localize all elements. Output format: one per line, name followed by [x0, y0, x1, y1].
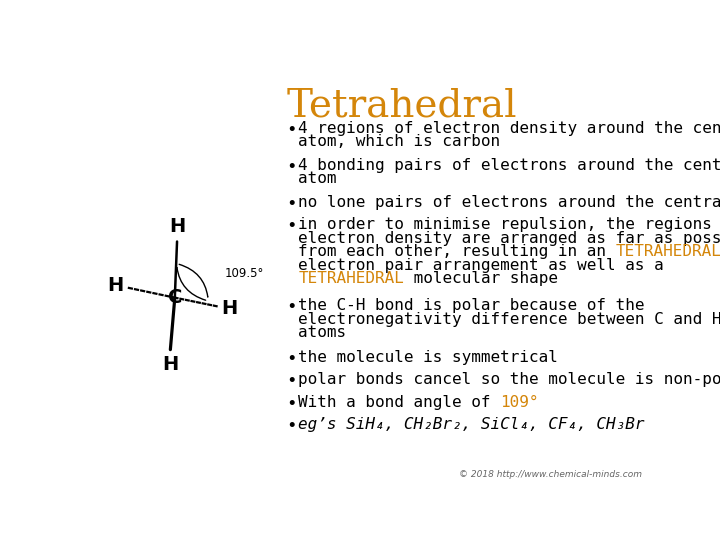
Text: electronegativity difference between C and H: electronegativity difference between C a…: [298, 312, 720, 327]
Text: TETRAHEDRAL: TETRAHEDRAL: [616, 244, 720, 259]
Text: •: •: [287, 121, 297, 139]
Text: 109°: 109°: [500, 395, 539, 410]
Text: electron density are arranged as far as possible: electron density are arranged as far as …: [298, 231, 720, 246]
Text: •: •: [287, 417, 297, 435]
Text: atom, which is carbon: atom, which is carbon: [298, 134, 500, 150]
Text: from each other, resulting in an: from each other, resulting in an: [298, 244, 616, 259]
Text: 4 regions of electron density around the central: 4 regions of electron density around the…: [298, 121, 720, 136]
Text: H: H: [169, 217, 185, 236]
Text: in order to minimise repulsion, the regions of: in order to minimise repulsion, the regi…: [298, 217, 720, 232]
Text: electron pair arrangement as well as a: electron pair arrangement as well as a: [298, 258, 664, 273]
FancyArrowPatch shape: [177, 268, 206, 300]
Text: •: •: [287, 299, 297, 316]
Text: the molecule is symmetrical: the molecule is symmetrical: [298, 350, 558, 365]
Text: the C-H bond is polar because of the: the C-H bond is polar because of the: [298, 299, 644, 314]
Text: C: C: [168, 288, 182, 307]
Text: no lone pairs of electrons around the central atom: no lone pairs of electrons around the ce…: [298, 195, 720, 210]
Text: H: H: [221, 299, 238, 319]
Text: molecular shape: molecular shape: [404, 271, 558, 286]
FancyArrowPatch shape: [179, 264, 208, 297]
Text: 109.5°: 109.5°: [225, 267, 264, 280]
Text: H: H: [107, 276, 124, 295]
Text: •: •: [287, 395, 297, 413]
Text: © 2018 http://www.chemical-minds.com: © 2018 http://www.chemical-minds.com: [459, 469, 642, 478]
Text: With a bond angle of: With a bond angle of: [298, 395, 500, 410]
Text: •: •: [287, 350, 297, 368]
Text: atoms: atoms: [298, 326, 346, 340]
Text: 4 bonding pairs of electrons around the central: 4 bonding pairs of electrons around the …: [298, 158, 720, 173]
Text: •: •: [287, 217, 297, 235]
Text: •: •: [287, 158, 297, 176]
Text: polar bonds cancel so the molecule is non-polar: polar bonds cancel so the molecule is no…: [298, 373, 720, 388]
Text: TETRAHEDRAL: TETRAHEDRAL: [298, 271, 404, 286]
Text: •: •: [287, 195, 297, 213]
Text: Tetrahedral: Tetrahedral: [287, 87, 517, 125]
Text: atom: atom: [298, 171, 337, 186]
Text: •: •: [287, 373, 297, 390]
Text: H: H: [162, 355, 179, 374]
Text: eg’s SiH₄, CH₂Br₂, SiCl₄, CF₄, CH₃Br: eg’s SiH₄, CH₂Br₂, SiCl₄, CF₄, CH₃Br: [298, 417, 644, 432]
